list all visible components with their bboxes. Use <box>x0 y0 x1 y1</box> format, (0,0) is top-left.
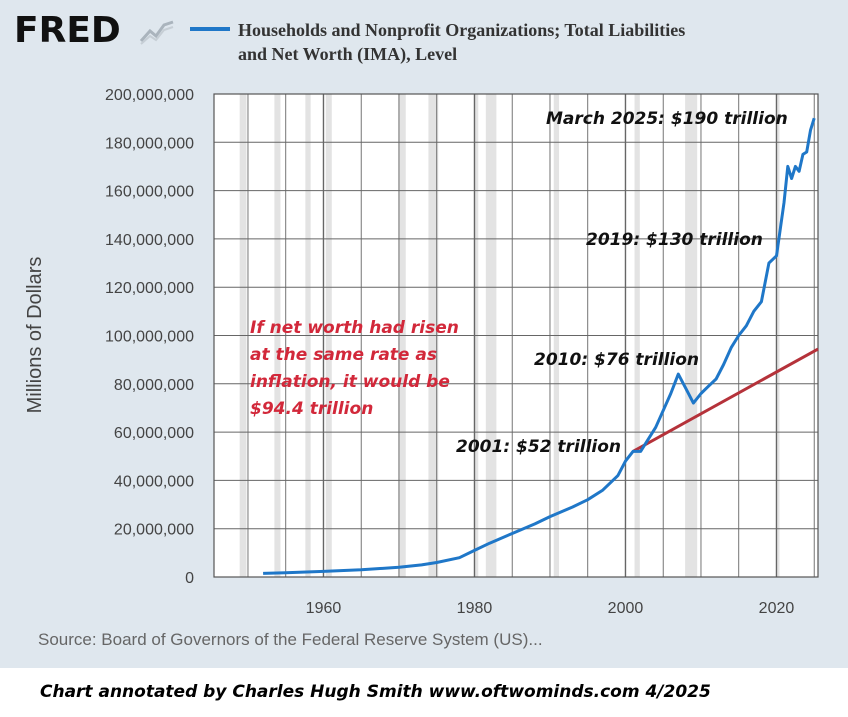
x-tick-label: 2000 <box>608 600 644 617</box>
annotation-label: 2010: $76 trillion <box>534 350 699 370</box>
chart-title: Households and Nonprofit Organizations; … <box>238 18 838 66</box>
annotation-label: at the same rate as <box>250 345 437 365</box>
y-tick-label: 20,000,000 <box>114 522 194 539</box>
fred-logo: FRED <box>14 10 121 51</box>
y-tick-label: 180,000,000 <box>105 135 194 152</box>
net-worth-series-line <box>263 117 816 575</box>
y-tick-label: 120,000,000 <box>105 280 194 297</box>
annotation-label: 2019: $130 trillion <box>586 230 763 250</box>
y-axis-label: Millions of Dollars <box>24 257 46 414</box>
legend-swatch <box>190 27 230 31</box>
y-tick-label: 80,000,000 <box>114 377 194 394</box>
annotation-credit: Chart annotated by Charles Hugh Smith ww… <box>40 682 711 702</box>
y-tick-label: 200,000,000 <box>105 87 194 104</box>
chart-panel: 0 20,000,000 40,000,000 60,000,000 80,000,00… <box>0 0 848 668</box>
source-note: Source: Board of Governors of the Federa… <box>38 630 543 649</box>
x-tick-label: 2020 <box>759 600 795 617</box>
annotation-label: inflation, it would be <box>250 372 450 392</box>
chart-title-line-2: and Net Worth (IMA), Level <box>238 44 458 64</box>
x-tick-label: 1980 <box>457 600 493 617</box>
x-tick-label: 1960 <box>306 600 342 617</box>
y-tick-label: 60,000,000 <box>114 425 194 442</box>
y-tick-label: 140,000,000 <box>105 232 194 249</box>
chart-title-line-1: Households and Nonprofit Organizations; … <box>238 20 686 40</box>
annotation-label: 2001: $52 trillion <box>456 437 621 457</box>
y-tick-label: 0 <box>185 570 194 587</box>
plot-border <box>213 93 819 578</box>
annotation-label: If net worth had risen <box>250 318 459 338</box>
fred-line-chart-icon <box>139 20 175 45</box>
y-tick-label: 100,000,000 <box>105 329 194 346</box>
chart-canvas: 0 20,000,000 40,000,000 60,000,000 80,000,00… <box>24 87 819 617</box>
y-tick-label: 160,000,000 <box>105 184 194 201</box>
y-tick-label: 40,000,000 <box>114 473 194 490</box>
annotation-label: $94.4 trillion <box>250 399 373 419</box>
inflation-trend-line <box>632 347 819 453</box>
annotation-label: March 2025: $190 trillion <box>546 109 788 129</box>
